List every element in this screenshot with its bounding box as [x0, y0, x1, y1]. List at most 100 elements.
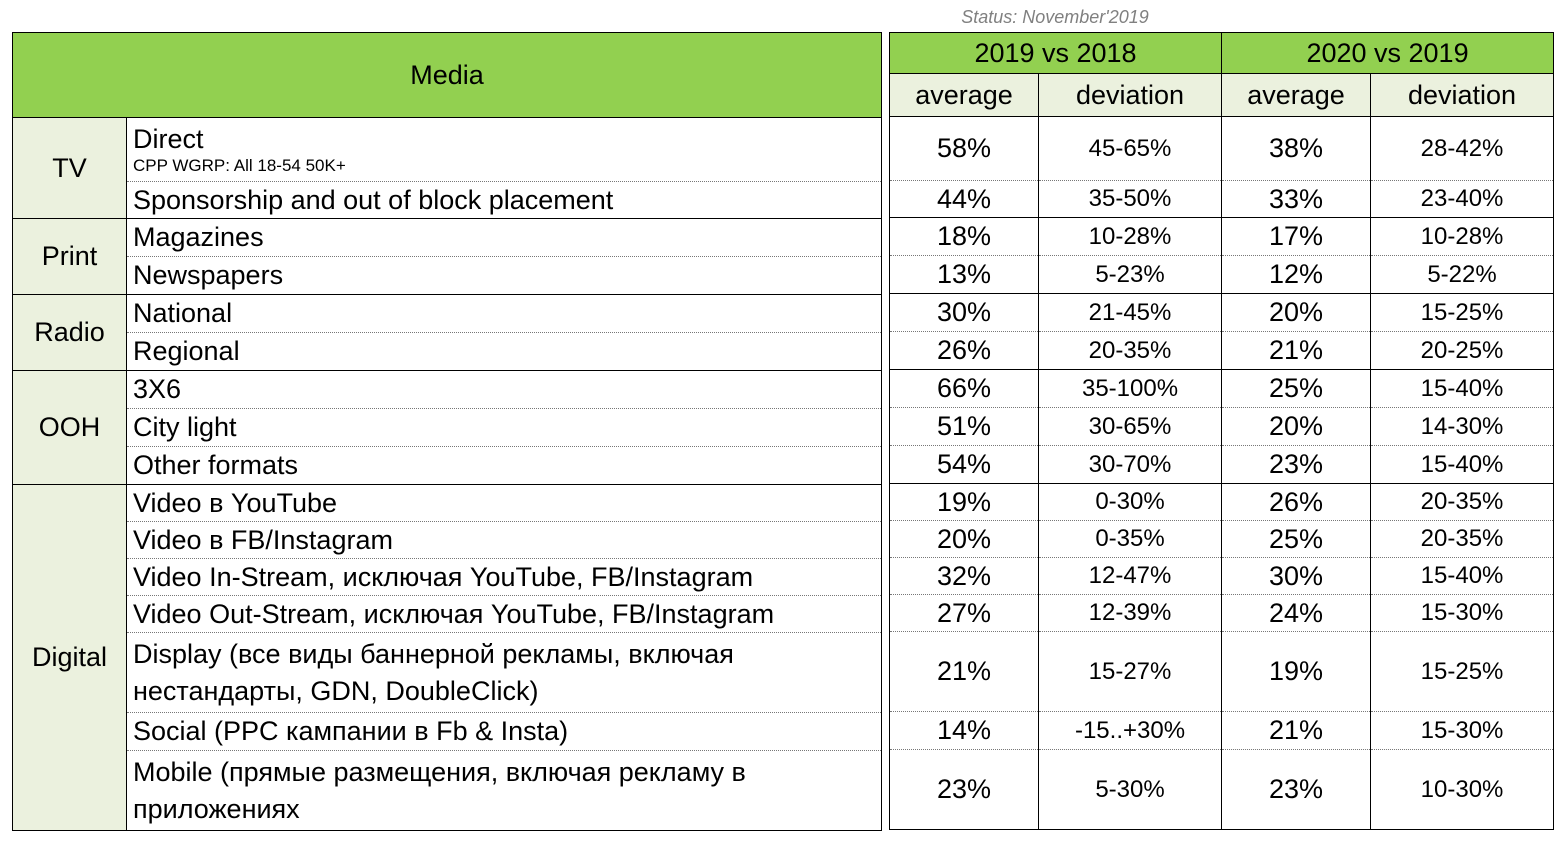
average-2019-cell: 32%: [889, 557, 1039, 595]
average-2020-cell: 21%: [1221, 711, 1372, 750]
deviation-2020-cell: 15-40%: [1370, 369, 1555, 408]
media-label: Video в YouTube: [133, 487, 338, 518]
average-2020-cell: 20%: [1221, 293, 1372, 332]
media-label: City light: [133, 412, 237, 442]
average-2020-cell: 30%: [1221, 557, 1372, 595]
media-table: Media TV Direct CPP WGRP: All 18-54 50K+ Sp…: [12, 32, 883, 831]
deviation-2019-cell: 5-30%: [1038, 749, 1223, 830]
table-row: Other formats: [13, 446, 882, 485]
media-label-cell: Magazines: [126, 218, 882, 257]
table-row: Video Out-Stream, исключая YouTube, FB/I…: [13, 595, 882, 633]
average-2020-cell: 19%: [1221, 631, 1372, 712]
table-row: Digital Video в YouTube: [12, 484, 882, 831]
table-row: 51% 30-65% 20% 14-30%: [889, 407, 1555, 446]
media-label-cell: Video In-Stream, исключая YouTube, FB/In…: [126, 558, 882, 596]
media-sublabel: CPP WGRP: All 18-54 50K+: [133, 156, 346, 175]
media-label: 3X6: [133, 374, 182, 404]
media-label-cell: Display (все виды баннерной рекламы, вкл…: [126, 632, 882, 713]
table-row: 44% 35-50% 33% 23-40%: [889, 180, 1555, 218]
deviation-2019-cell: 0-35%: [1038, 520, 1223, 558]
media-label: Video в FB/Instagram: [133, 524, 393, 555]
deviation-2020-cell: 15-40%: [1370, 557, 1555, 595]
table-row: Social (PPC кампании в Fb & Insta): [13, 712, 882, 751]
deviation-2019-cell: 35-50%: [1038, 180, 1223, 218]
deviation-2020-cell: 10-28%: [1370, 217, 1555, 256]
table-row: Video In-Stream, исключая YouTube, FB/In…: [13, 558, 882, 596]
deviation-2020-cell: 15-30%: [1370, 594, 1555, 632]
deviation-2019-cell: 12-47%: [1038, 557, 1223, 595]
average-2020-cell: 33%: [1221, 180, 1372, 218]
deviation-2019-cell: 0-30%: [1038, 483, 1223, 521]
media-label: Video In-Stream, исключая YouTube, FB/In…: [133, 561, 754, 592]
deviation-2020-cell: 15-30%: [1370, 711, 1555, 750]
table-row: OOH 3X6: [12, 370, 882, 485]
group-label: TV: [12, 117, 127, 219]
deviation-2020-cell: 20-35%: [1370, 520, 1555, 558]
media-label: Direct: [133, 124, 204, 154]
deviation-2020-cell: 20-35%: [1370, 483, 1555, 521]
table-row: TV Direct CPP WGRP: All 18-54 50K+: [12, 117, 882, 219]
table-row: Print Magazines: [12, 218, 882, 295]
deviation-2020-cell: 15-40%: [1370, 445, 1555, 484]
media-label-cell: Social (PPC кампании в Fb & Insta): [126, 712, 882, 751]
deviation-2019-cell: 30-70%: [1038, 445, 1223, 484]
period-header-2019: 2019 vs 2018: [889, 32, 1223, 74]
table-row: 21% 15-27% 19% 15-25%: [889, 631, 1555, 712]
status-note: Status: November'2019: [961, 7, 1149, 27]
period-header-2020: 2020 vs 2019: [1221, 32, 1555, 74]
table-row: 54% 30-70% 23% 15-40%: [889, 445, 1555, 484]
deviation-2020-cell: 15-25%: [1370, 293, 1555, 332]
deviation-2020-cell: 10-30%: [1370, 749, 1555, 830]
table-row: Display (все виды баннерной рекламы, вкл…: [13, 632, 882, 713]
media-label-cell: Direct CPP WGRP: All 18-54 50K+: [126, 117, 882, 182]
average-2019-cell: 27%: [889, 594, 1039, 632]
deviation-2019-cell: -15..+30%: [1038, 711, 1223, 750]
average-2019-cell: 54%: [889, 445, 1039, 484]
estimates-table: 2019 vs 2018 2020 vs 2019 average deviat…: [889, 32, 1555, 830]
average-header: average: [1221, 73, 1372, 117]
table-row: Regional: [13, 332, 882, 371]
average-2020-cell: 23%: [1221, 749, 1372, 830]
average-2019-cell: 13%: [889, 255, 1039, 294]
deviation-2019-cell: 45-65%: [1038, 116, 1223, 181]
media-label-cell: Video Out-Stream, исключая YouTube, FB/I…: [126, 595, 882, 633]
table-row: City light: [13, 408, 882, 447]
group-label: Print: [12, 218, 127, 295]
table-row: Newspapers: [13, 256, 882, 295]
average-2019-cell: 58%: [889, 116, 1039, 181]
average-2019-cell: 14%: [889, 711, 1039, 750]
media-label: Other formats: [133, 450, 299, 480]
average-2019-cell: 66%: [889, 369, 1039, 408]
media-label-cell: Video в FB/Instagram: [126, 521, 882, 559]
table-row: 18% 10-28% 17% 10-28%: [889, 217, 1555, 256]
deviation-2019-cell: 35-100%: [1038, 369, 1223, 408]
media-label: Mobile (прямые размещения, включая рекла…: [133, 756, 746, 824]
deviation-2019-cell: 12-39%: [1038, 594, 1223, 632]
average-2020-cell: 23%: [1221, 445, 1372, 484]
media-label-cell: 3X6: [126, 370, 882, 409]
table-row: 32% 12-47% 30% 15-40%: [889, 557, 1555, 595]
average-2019-cell: 19%: [889, 483, 1039, 521]
table-row: Mobile (прямые размещения, включая рекла…: [13, 750, 882, 831]
media-label-cell: Regional: [126, 332, 882, 371]
deviation-2020-cell: 5-22%: [1370, 255, 1555, 294]
media-label: Magazines: [133, 222, 264, 252]
deviation-2019-cell: 10-28%: [1038, 217, 1223, 256]
media-label: Sponsorship and out of block placement: [133, 184, 614, 215]
table-row: 14% -15..+30% 21% 15-30%: [889, 711, 1555, 750]
average-2020-cell: 21%: [1221, 331, 1372, 370]
group-label: Radio: [12, 294, 127, 371]
deviation-2019-cell: 5-23%: [1038, 255, 1223, 294]
media-label: Social (PPC кампании в Fb & Insta): [133, 716, 569, 746]
average-2019-cell: 21%: [889, 631, 1039, 712]
average-2020-cell: 26%: [1221, 483, 1372, 521]
average-2020-cell: 38%: [1221, 116, 1372, 181]
average-2020-cell: 25%: [1221, 520, 1372, 558]
deviation-2020-cell: 23-40%: [1370, 180, 1555, 218]
deviation-2020-cell: 28-42%: [1370, 116, 1555, 181]
table-row: Sponsorship and out of block placement: [13, 181, 882, 219]
table-row: Radio National: [12, 294, 882, 371]
deviation-2020-cell: 15-25%: [1370, 631, 1555, 712]
average-2020-cell: 17%: [1221, 217, 1372, 256]
media-label-cell: Newspapers: [126, 256, 882, 295]
